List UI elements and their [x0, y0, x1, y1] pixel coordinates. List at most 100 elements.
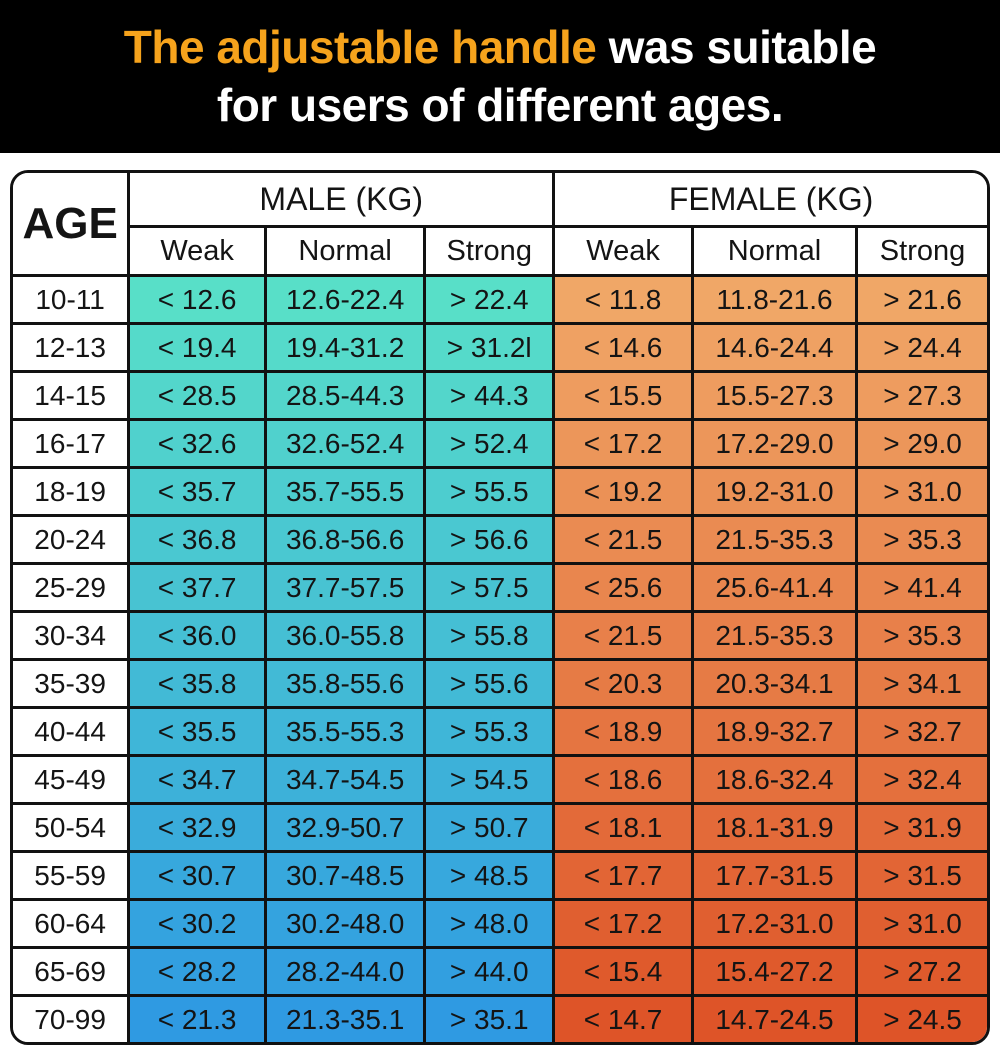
age-cell: 10-11	[13, 274, 131, 325]
subcolumn-header-row: Weak Normal Strong Weak Normal Strong	[13, 225, 987, 277]
male-value-cell: > 55.6	[423, 658, 556, 709]
male-value-cell: 36.8-56.6	[263, 514, 427, 565]
male-value-cell: > 22.4	[423, 274, 556, 325]
table-row: 10-11 < 12.6 12.6-22.4 > 22.4 < 11.8 11.8-21.…	[13, 274, 987, 325]
female-value-cell: 17.7-31.5	[690, 850, 859, 901]
male-group-header: MALE (KG)	[127, 173, 556, 228]
age-cell: 20-24	[13, 514, 131, 565]
table-row: 60-64 < 30.2 30.2-48.0 > 48.0 < 17.2 17.2-31.…	[13, 898, 987, 949]
table-row: 65-69 < 28.2 28.2-44.0 > 44.0 < 15.4 15.4-27.…	[13, 946, 987, 997]
female-value-cell: > 31.5	[855, 850, 987, 901]
female-value-cell: < 11.8	[552, 274, 694, 325]
female-value-cell: < 25.6	[552, 562, 694, 613]
female-weak-header: Weak	[552, 225, 694, 277]
female-value-cell: > 24.4	[855, 322, 987, 373]
age-cell: 50-54	[13, 802, 131, 853]
male-value-cell: < 12.6	[127, 274, 267, 325]
female-value-cell: 21.5-35.3	[690, 514, 859, 565]
male-value-cell: < 35.7	[127, 466, 267, 517]
age-cell: 35-39	[13, 658, 131, 709]
male-value-cell: > 56.6	[423, 514, 556, 565]
age-cell: 70-99	[13, 994, 131, 1042]
table-body: 10-11 < 12.6 12.6-22.4 > 22.4 < 11.8 11.8-21.…	[13, 274, 987, 1042]
age-cell: 45-49	[13, 754, 131, 805]
male-value-cell: > 57.5	[423, 562, 556, 613]
female-value-cell: < 15.4	[552, 946, 694, 997]
female-value-cell: 17.2-31.0	[690, 898, 859, 949]
age-cell: 12-13	[13, 322, 131, 373]
age-cell: 30-34	[13, 610, 131, 661]
age-cell: 14-15	[13, 370, 131, 421]
male-value-cell: < 32.6	[127, 418, 267, 469]
table-row: 55-59 < 30.7 30.7-48.5 > 48.5 < 17.7 17.7-31.…	[13, 850, 987, 901]
table-row: 12-13 < 19.4 19.4-31.2 > 31.2l < 14.6 14.6-24…	[13, 322, 987, 373]
female-value-cell: > 29.0	[855, 418, 987, 469]
age-cell: 40-44	[13, 706, 131, 757]
male-value-cell: < 30.7	[127, 850, 267, 901]
male-value-cell: 30.2-48.0	[263, 898, 427, 949]
strength-table-grid: AGE MALE (KG) FEMALE (KG) Weak Normal St…	[13, 173, 987, 1042]
male-value-cell: 35.7-55.5	[263, 466, 427, 517]
male-value-cell: > 55.3	[423, 706, 556, 757]
female-value-cell: < 20.3	[552, 658, 694, 709]
female-value-cell: > 31.0	[855, 466, 987, 517]
female-value-cell: > 41.4	[855, 562, 987, 613]
banner-title-highlight: The adjustable handle	[123, 21, 597, 73]
male-value-cell: 30.7-48.5	[263, 850, 427, 901]
banner: The adjustable handle was suitable for u…	[0, 0, 1000, 153]
male-value-cell: 28.2-44.0	[263, 946, 427, 997]
female-value-cell: 14.6-24.4	[690, 322, 859, 373]
male-value-cell: 19.4-31.2	[263, 322, 427, 373]
female-value-cell: > 27.2	[855, 946, 987, 997]
female-value-cell: < 17.2	[552, 418, 694, 469]
female-value-cell: 18.6-32.4	[690, 754, 859, 805]
female-value-cell: > 34.1	[855, 658, 987, 709]
female-value-cell: < 18.1	[552, 802, 694, 853]
male-value-cell: 32.6-52.4	[263, 418, 427, 469]
banner-title-rest: was suitable	[596, 21, 877, 73]
female-value-cell: > 35.3	[855, 514, 987, 565]
male-value-cell: 37.7-57.5	[263, 562, 427, 613]
table-row: 16-17 < 32.6 32.6-52.4 > 52.4 < 17.2 17.2-29.…	[13, 418, 987, 469]
male-value-cell: > 55.5	[423, 466, 556, 517]
age-cell: 18-19	[13, 466, 131, 517]
female-value-cell: 18.1-31.9	[690, 802, 859, 853]
male-value-cell: 12.6-22.4	[263, 274, 427, 325]
male-value-cell: > 48.5	[423, 850, 556, 901]
female-value-cell: 14.7-24.5	[690, 994, 859, 1042]
male-value-cell: 34.7-54.5	[263, 754, 427, 805]
male-value-cell: < 30.2	[127, 898, 267, 949]
female-value-cell: < 17.7	[552, 850, 694, 901]
table-row: 20-24 < 36.8 36.8-56.6 > 56.6 < 21.5 21.5-35.…	[13, 514, 987, 565]
male-value-cell: 32.9-50.7	[263, 802, 427, 853]
table-row: 18-19 < 35.7 35.7-55.5 > 55.5 < 19.2 19.2-31.…	[13, 466, 987, 517]
table-row: 35-39 < 35.8 35.8-55.6 > 55.6 < 20.3 20.3-34.…	[13, 658, 987, 709]
female-value-cell: < 14.6	[552, 322, 694, 373]
female-value-cell: < 21.5	[552, 514, 694, 565]
female-value-cell: 20.3-34.1	[690, 658, 859, 709]
female-value-cell: > 32.4	[855, 754, 987, 805]
male-weak-header: Weak	[127, 225, 267, 277]
female-value-cell: 25.6-41.4	[690, 562, 859, 613]
male-strong-header: Strong	[423, 225, 556, 277]
group-header-row: AGE MALE (KG) FEMALE (KG)	[13, 173, 987, 277]
table-row: 25-29 < 37.7 37.7-57.5 > 57.5 < 25.6 25.6-41.…	[13, 562, 987, 613]
banner-title-line2: for users of different ages.	[216, 78, 784, 131]
table-row: 30-34 < 36.0 36.0-55.8 > 55.8 < 21.5 21.5-35.…	[13, 610, 987, 661]
female-value-cell: > 31.9	[855, 802, 987, 853]
male-value-cell: > 31.2l	[423, 322, 556, 373]
female-value-cell: 11.8-21.6	[690, 274, 859, 325]
female-strong-header: Strong	[855, 225, 987, 277]
male-value-cell: < 28.2	[127, 946, 267, 997]
female-value-cell: > 21.6	[855, 274, 987, 325]
banner-title-line1: The adjustable handle was suitable	[123, 19, 877, 77]
age-cell: 65-69	[13, 946, 131, 997]
male-value-cell: < 36.0	[127, 610, 267, 661]
table-row: 40-44 < 35.5 35.5-55.3 > 55.3 < 18.9 18.9-32.…	[13, 706, 987, 757]
male-value-cell: 35.8-55.6	[263, 658, 427, 709]
female-value-cell: 15.4-27.2	[690, 946, 859, 997]
female-value-cell: 15.5-27.3	[690, 370, 859, 421]
female-value-cell: < 15.5	[552, 370, 694, 421]
female-value-cell: > 24.5	[855, 994, 987, 1042]
male-value-cell: < 19.4	[127, 322, 267, 373]
